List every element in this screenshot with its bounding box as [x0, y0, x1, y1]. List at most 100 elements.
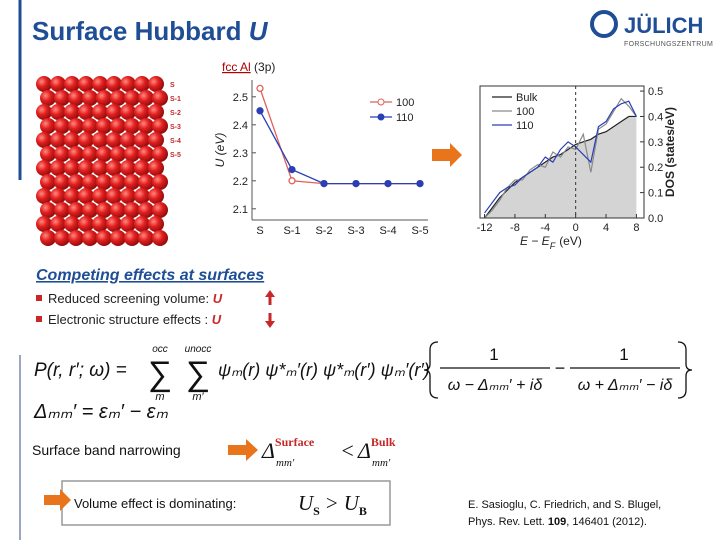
layer-label: S-5 [170, 152, 181, 159]
atom [64, 104, 80, 120]
y-tick-label: 2.3 [233, 148, 248, 160]
dos-chart: Bulk 100 110 -12 -8 -4 0 4 8 0.0 0.1 0.2 0.3 0.4 0.5 E … [477, 85, 677, 251]
y-tick-label: 0.2 [648, 162, 663, 174]
layer-label: S-1 [170, 96, 181, 103]
atom [148, 216, 164, 232]
symbol: Δ [261, 438, 275, 463]
atom [50, 188, 66, 204]
bullet-text: Reduced screening volume: [48, 291, 209, 306]
atom [50, 160, 66, 176]
superscript: Surface [275, 435, 315, 449]
legend-label: 100 [396, 97, 414, 109]
atom [120, 76, 136, 92]
atom [120, 132, 136, 148]
atom [54, 174, 70, 190]
bullet-text: Electronic structure effects : [48, 312, 208, 327]
atom [152, 146, 168, 162]
subscript: B [359, 504, 367, 518]
atom [40, 146, 56, 162]
atom [152, 118, 168, 134]
atom [106, 160, 122, 176]
bullet-symbol: U [213, 291, 223, 306]
atom [134, 216, 150, 232]
atom [78, 104, 94, 120]
conclusion-inequality: US > UB [298, 491, 367, 518]
atom [124, 118, 140, 134]
y-tick-label: 0.1 [648, 188, 663, 200]
series-line [484, 97, 637, 219]
atom [68, 90, 84, 106]
point [352, 179, 360, 188]
x-tick-label: 0 [573, 222, 579, 234]
layer-label: S-3 [170, 124, 181, 131]
atom [64, 216, 80, 232]
conclusion-text: Volume effect is dominating: [74, 496, 236, 511]
atom [134, 188, 150, 204]
x-axis-label: E − EF (eV) [520, 234, 582, 251]
atom [36, 188, 52, 204]
atom [106, 104, 122, 120]
atom [110, 118, 126, 134]
fraction-numerator: 1 [489, 345, 498, 364]
atom [120, 104, 136, 120]
bullet: Reduced screening volume: U [48, 291, 223, 306]
atom [110, 230, 126, 246]
atom [82, 146, 98, 162]
atom [96, 118, 112, 134]
arrow [228, 439, 258, 461]
sum-sign: ∑ [186, 355, 210, 393]
reference-authors: E. Sasioglu, C. Friedrich, and S. Blugel… [468, 499, 661, 511]
atom [50, 76, 66, 92]
subscript: mm′ [276, 457, 295, 469]
atom [148, 160, 164, 176]
atom [78, 132, 94, 148]
atom [106, 132, 122, 148]
arrow-up [265, 290, 275, 305]
atom [40, 230, 56, 246]
atom [134, 76, 150, 92]
atom [152, 90, 168, 106]
point [384, 179, 392, 188]
atom [68, 174, 84, 190]
atom [124, 230, 140, 246]
atom [110, 174, 126, 190]
series-line [484, 100, 637, 214]
atom [36, 132, 52, 148]
title: Surface Hubbard U [32, 16, 269, 46]
u-chart: 2.1 2.2 2.3 2.4 2.5 S S-1 S-2 S-3 S-4 S-5 U (eV) 100… [213, 80, 429, 237]
x-tick-label: 8 [633, 222, 639, 234]
arrow-down [265, 313, 275, 328]
sum-bottom: m [155, 391, 164, 403]
sum-top: occ [152, 344, 168, 355]
formula-lhs: P(r, r′; ω) = [34, 360, 127, 381]
atom [134, 160, 150, 176]
atom [78, 188, 94, 204]
x-tick-label: S-1 [283, 225, 300, 237]
atom [124, 90, 140, 106]
legend-label: Bulk [516, 92, 538, 104]
atom [148, 104, 164, 120]
brace [677, 341, 693, 399]
x-tick-label: -4 [540, 222, 550, 234]
logo-icon [597, 16, 605, 33]
atom [124, 202, 140, 218]
atom [96, 146, 112, 162]
series-area [484, 116, 637, 218]
atom [110, 202, 126, 218]
reference-citation: Phys. Rev. Lett. 109, 146401 (2012). [468, 516, 647, 528]
atom [152, 202, 168, 218]
atom [134, 132, 150, 148]
sum-top: unocc [185, 344, 212, 355]
atom [134, 104, 150, 120]
point [288, 177, 296, 185]
layer-label: S-2 [170, 110, 181, 117]
crystal [36, 76, 168, 246]
x-axis-label-unit: (eV) [559, 234, 582, 248]
atom [96, 202, 112, 218]
x-tick-label: S-3 [347, 225, 364, 237]
y-tick-label: 2.1 [233, 204, 248, 216]
x-tick-label: 4 [603, 222, 609, 234]
plot-frame [479, 85, 645, 219]
atom [120, 188, 136, 204]
